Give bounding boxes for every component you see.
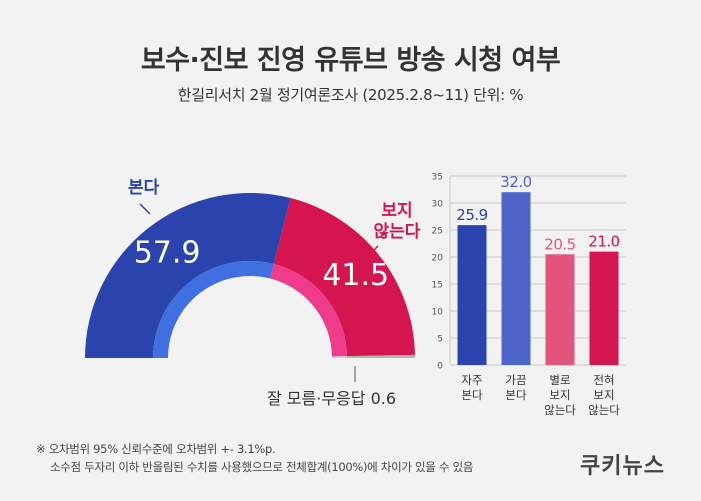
chart-subtitle: 한길리서치 2월 정기여론조사 (2025.2.8~11) 단위: % [177,86,524,104]
donut-inner-ring-2 [331,356,347,358]
bar-y-tick-label-25: 25 [432,227,443,237]
bar-y-tick-label-15: 15 [432,281,443,291]
bar-y-tick-label-30: 30 [432,200,444,210]
bar-category-label-3-line-1: 보지 [593,388,614,402]
brand-logo: 쿠키뉴스 [580,454,665,479]
bar-y-tick-label-10: 10 [432,308,444,318]
bar-y-tick-label-5: 5 [437,335,443,345]
donut-leader-1 [365,245,379,259]
bar-category-label-2-line-0: 별로 [549,373,570,387]
bar-category-label-2: 별로 보지 않는다 [544,373,576,417]
chart-title: 보수·진보 진영 유튜브 방송 시청 여부 [140,45,561,76]
donut-other-label: 잘 모름·무응답 0.6 [267,389,396,408]
donut-leader-0 [139,203,151,215]
donut-inner-ring-1 [270,263,347,357]
bar-category-label-3-line-2: 않는다 [588,403,620,417]
donut-value-label-1: 41.5 [322,258,389,293]
bar-category-label-2-line-1: 보지 [549,388,570,402]
bar-value-label-1: 32.0 [500,173,531,191]
bar-value-label-2: 20.5 [544,235,575,253]
bar-category-label-3: 전혀 보지 않는다 [588,373,620,417]
donut-category-label-1-line-0: 보지 [381,201,412,221]
footnote-margin-of-error: ※ 오차범위 95% 신뢰수준에 오차범위 +- 3.1%p. [36,442,276,456]
bar-category-label-0-line-1: 본다 [461,388,483,402]
bar-y-tick-label-35: 35 [432,173,443,183]
bar-3 [589,251,619,365]
footnotes: ※ 오차범위 95% 신뢰수준에 오차범위 +- 3.1%p. 소수점 두자리 … [36,440,473,476]
bar-category-label-1-line-1: 본다 [505,388,527,402]
donut-category-label-0: 본다 [128,178,160,198]
bar-category-label-0-line-0: 자주 [461,373,482,387]
donut-slice-0 [85,193,291,358]
bar-2 [545,254,575,365]
bar-value-label-0: 25.9 [456,206,487,224]
donut-category-label-1: 보지 않는다 [374,201,421,242]
bar-1 [501,192,531,365]
bar-category-label-1: 가끔 본다 [505,373,527,402]
bar-y-tick-label-0: 0 [437,362,443,372]
donut-inner-ring-0 [153,261,274,358]
bar-category-label-0: 자주 본다 [461,373,483,402]
bar-category-label-2-line-2: 않는다 [544,403,576,417]
bar-category-label-3-line-0: 전혀 [593,373,614,387]
donut-value-label-0: 57.9 [134,235,201,270]
bar-0 [457,225,487,365]
bar-value-label-3: 21.0 [588,233,619,251]
donut-category-label-1-line-1: 않는다 [374,222,421,242]
donut-slice-1 [273,198,415,357]
footnote-rounding: 소수점 두자리 이하 반올림된 수치를 사용했으므로 전체합계(100%)에 차… [50,460,474,474]
bar-category-label-1-line-0: 가끔 [505,373,526,387]
donut-slice-2 [346,354,415,358]
bar-y-tick-label-20: 20 [432,254,444,264]
